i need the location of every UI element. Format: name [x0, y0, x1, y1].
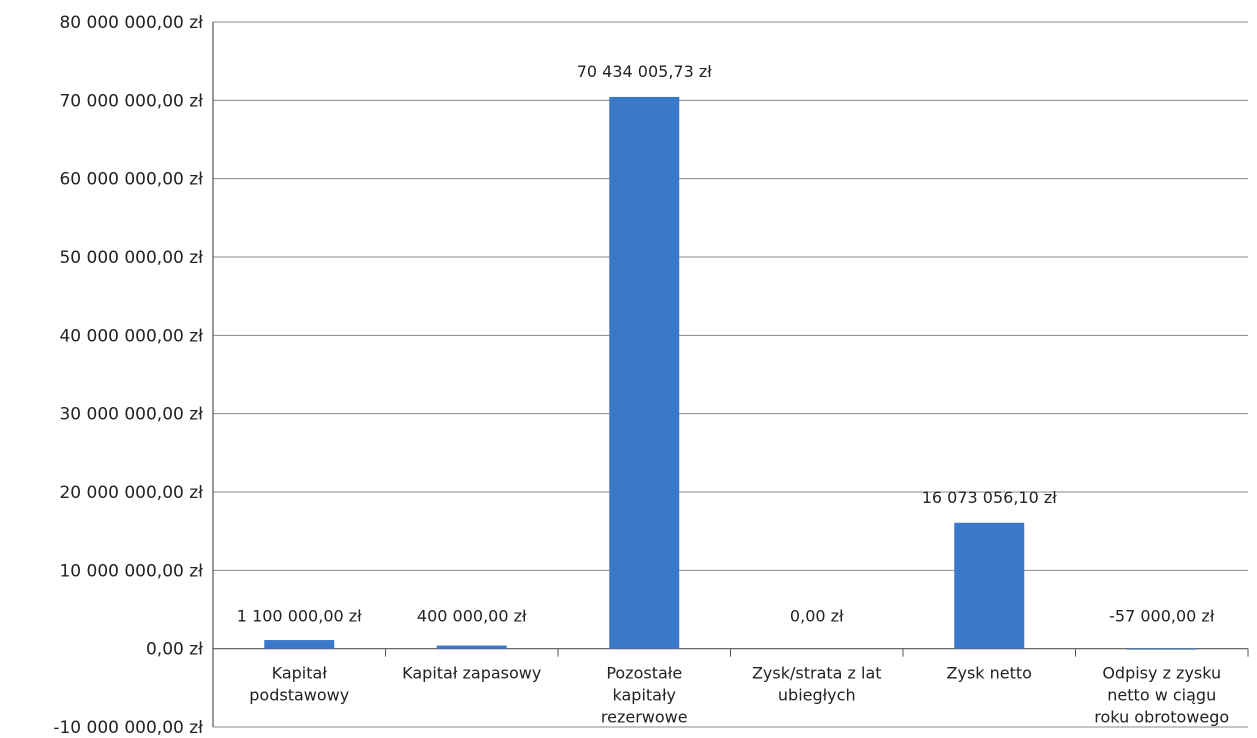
category-label: Kapitał podstawowy: [249, 664, 349, 705]
y-tick-label: 20 000 000,00 zł: [59, 483, 203, 503]
category-label: Kapitał zapasowy: [402, 664, 541, 683]
y-tick-label: 10 000 000,00 zł: [59, 561, 203, 581]
bars: [264, 96, 1197, 650]
data-label: 1 100 000,00 zł: [237, 607, 362, 626]
y-tick-labels: -10 000 000,00 zł 0,00 zł 10 000 000,00 zł…: [53, 13, 203, 738]
data-label: -57 000,00 zł: [1109, 607, 1215, 626]
data-label: 0,00 zł: [790, 607, 844, 626]
data-label: 16 073 056,10 zł: [922, 488, 1058, 507]
y-tick-label: 30 000 000,00 zł: [59, 405, 203, 425]
y-tick-label: 60 000 000,00 zł: [59, 170, 203, 190]
bar: [609, 96, 680, 649]
bar: [954, 522, 1025, 649]
data-label: 400 000,00 zł: [417, 607, 527, 626]
bar: [1126, 648, 1197, 650]
y-tick-label: 40 000 000,00 zł: [59, 326, 203, 346]
y-tick-label: 50 000 000,00 zł: [59, 248, 203, 268]
category-label: Zysk netto: [947, 664, 1032, 683]
category-label: Odpisy z zysku netto w ciągu roku obrotowe…: [1094, 664, 1229, 727]
data-label: 70 434 005,73 zł: [577, 62, 713, 81]
bar: [436, 645, 507, 649]
x-category-labels: Kapitał podstawowy Kapitał zapasowy Pozosta…: [249, 664, 1229, 727]
y-tick-label: 0,00 zł: [146, 640, 203, 660]
y-tick-label: 80 000 000,00 zł: [59, 13, 203, 33]
data-labels: 1 100 000,00 zł 400 000,00 zł 70 434 005,7…: [237, 62, 1215, 626]
y-tick-label: 70 000 000,00 zł: [59, 91, 203, 111]
axes: [212, 22, 1249, 727]
category-label: Zysk/strata z lat ubiegłych: [752, 664, 882, 705]
gridlines: [213, 21, 1248, 728]
category-label: Pozostałe kapitały rezerwowe: [601, 664, 688, 727]
y-tick-label: -10 000 000,00 zł: [53, 718, 203, 738]
bar: [264, 640, 335, 649]
